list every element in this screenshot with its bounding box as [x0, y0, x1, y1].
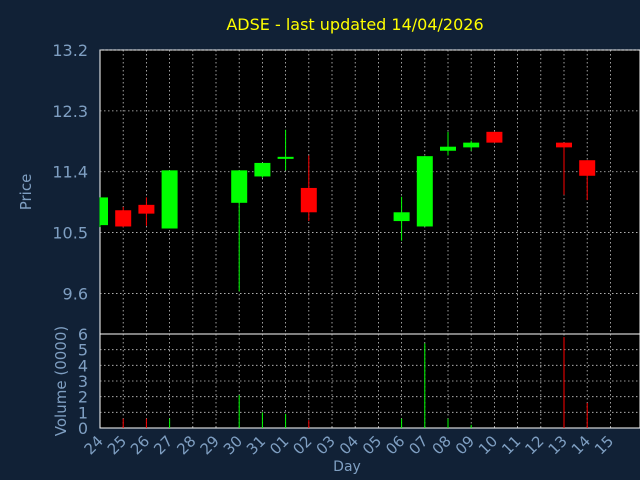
candles	[99, 129, 596, 292]
candle-body	[254, 162, 271, 177]
volume-axis-label: Volume (0000)	[52, 326, 70, 436]
candle-02	[300, 155, 317, 222]
candle-body	[579, 160, 596, 176]
price-y-tick: 10.5	[52, 224, 88, 243]
candle-body	[300, 187, 317, 213]
candle-08	[440, 131, 456, 156]
price-y-tick: 11.4	[52, 163, 88, 182]
candle-body	[138, 204, 155, 214]
volume-plot-area	[99, 333, 640, 429]
candle-26	[138, 197, 155, 226]
price-axis-label: Price	[17, 174, 35, 211]
candle-body	[161, 170, 178, 229]
candle-body	[115, 210, 132, 227]
candle-24	[99, 197, 108, 228]
candle-30	[231, 170, 248, 292]
volume-bars	[122, 337, 588, 428]
x-axis-label: Day	[333, 459, 361, 475]
candle-25	[115, 206, 132, 228]
candle-body	[416, 156, 433, 227]
candle-body	[440, 146, 456, 151]
candle-10	[486, 131, 503, 143]
candle-07	[416, 156, 433, 227]
price-y-tick-labels: 9.6 10.5 11.4 12.3 13.2	[52, 41, 88, 303]
candle-06	[393, 196, 410, 241]
candle-body	[231, 170, 248, 203]
candle-09	[463, 140, 480, 151]
price-y-tick: 13.2	[52, 41, 88, 60]
price-grid	[100, 49, 640, 334]
candle-body	[556, 142, 572, 148]
volume-y-tick: 3	[78, 372, 88, 391]
price-y-tick: 9.6	[63, 284, 88, 303]
volume-y-tick: 5	[78, 341, 88, 360]
price-plot-area	[99, 49, 640, 335]
candle-27	[161, 170, 178, 229]
candle-body	[486, 131, 503, 143]
volume-y-tick: 2	[78, 388, 88, 407]
candle-13	[556, 142, 572, 195]
price-y-tick: 12.3	[52, 102, 88, 121]
candle-31	[254, 162, 271, 178]
volume-y-tick: 0	[78, 419, 88, 438]
candle-body	[277, 156, 294, 159]
candle-01	[277, 129, 294, 171]
price-panel: 9.6 10.5 11.4 12.3 13.2 Price	[17, 41, 640, 335]
volume-y-tick: 4	[78, 356, 88, 375]
candle-body	[100, 197, 108, 226]
candle-14	[579, 160, 596, 201]
volume-y-tick: 6	[78, 325, 88, 344]
x-tick-labels: 2425262728293031010203040506070809101112…	[81, 432, 618, 458]
volume-y-tick: 1	[78, 403, 88, 422]
candle-body	[393, 212, 410, 222]
candle-body	[463, 142, 480, 148]
chart-title: ADSE - last updated 14/04/2026	[226, 15, 483, 34]
